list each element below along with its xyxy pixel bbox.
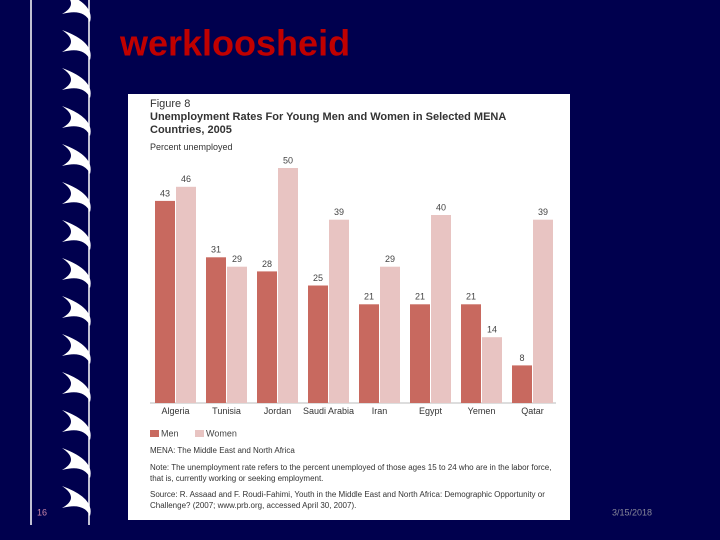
annotation: MENA: The Middle East and North Africa — [150, 446, 295, 455]
bar — [329, 219, 349, 403]
x-tick-label: Algeria — [161, 406, 190, 416]
data-label: 21 — [466, 292, 476, 302]
data-label: 40 — [436, 202, 446, 212]
page-number: 16 — [37, 507, 47, 517]
data-label: 43 — [160, 188, 170, 198]
deco-swoosh — [62, 106, 91, 136]
deco-swoosh — [62, 334, 91, 364]
deco-swoosh — [62, 144, 91, 174]
deco-swoosh — [62, 410, 91, 440]
bar — [206, 257, 226, 403]
legend-label: Men — [161, 428, 179, 438]
data-label: 39 — [334, 207, 344, 217]
bar — [410, 304, 430, 403]
x-tick-label: Yemen — [467, 406, 496, 416]
x-tick-label: Qatar — [521, 406, 544, 416]
bar — [227, 266, 247, 403]
plot: 43 46 31 29 28 50 25 39 21 29 21 40 21 14 8 39 Men Women — [150, 155, 553, 438]
data-label: 21 — [364, 292, 374, 302]
chart-subtitle: Percent unemployed — [150, 142, 233, 152]
bar — [155, 200, 175, 403]
deco-swoosh — [62, 296, 91, 326]
date: 3/15/2018 — [612, 507, 652, 517]
slide-title: werkloosheid — [119, 23, 350, 64]
legend-swatch — [195, 430, 204, 437]
deco-swoosh — [62, 182, 91, 212]
annotation: Source: R. Assaad and F. Roudi-Fahimi, Y… — [150, 490, 545, 510]
x-tick-label: Iran — [371, 406, 388, 416]
data-label: 39 — [538, 207, 548, 217]
data-label: 8 — [519, 353, 524, 363]
bar — [482, 337, 502, 403]
data-label: 46 — [181, 174, 191, 184]
bar — [257, 271, 277, 403]
deco-swoosh — [62, 258, 91, 288]
deco-swoosh — [62, 0, 91, 22]
bar — [533, 219, 553, 403]
data-label: 29 — [232, 254, 242, 264]
chart-title: Unemployment Rates For Young Men and Wom… — [150, 111, 506, 136]
x-tick-label: Egypt — [418, 406, 442, 416]
deco-swoosh — [62, 448, 91, 478]
deco-swoosh — [62, 30, 91, 60]
data-label: 21 — [415, 292, 425, 302]
bar — [431, 215, 451, 403]
deco-swoosh — [62, 486, 91, 516]
bar — [461, 304, 481, 403]
x-tick-label: Jordan — [263, 406, 292, 416]
deco-swoosh — [62, 68, 91, 98]
data-label: 28 — [262, 259, 272, 269]
figure-label: Figure 8 — [150, 98, 191, 110]
data-label: 25 — [313, 273, 323, 283]
data-label: 31 — [211, 245, 221, 255]
decoration — [62, 0, 91, 516]
x-tick-label: Saudi Arabia — [302, 406, 355, 416]
bar — [176, 186, 196, 403]
data-label: 50 — [283, 155, 293, 165]
deco-swoosh — [62, 220, 91, 250]
bar — [308, 285, 328, 403]
bar — [278, 168, 298, 403]
deco-swoosh — [62, 372, 91, 402]
data-label: 29 — [385, 254, 395, 264]
annotation: Note: The unemployment rate refers to th… — [150, 463, 552, 483]
bar — [380, 266, 400, 403]
bar — [512, 365, 532, 403]
data-label: 14 — [487, 325, 497, 335]
x-tick-label: Tunisia — [212, 406, 241, 416]
legend-swatch — [150, 430, 159, 437]
bar — [359, 304, 379, 403]
legend-label: Women — [206, 428, 237, 438]
